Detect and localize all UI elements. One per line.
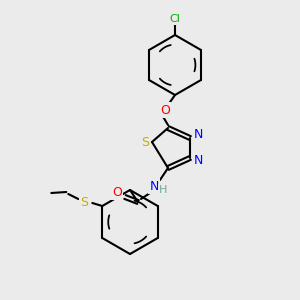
Text: O: O <box>112 185 122 199</box>
Text: N: N <box>193 154 203 166</box>
Text: N: N <box>193 128 203 142</box>
Text: S: S <box>141 136 149 148</box>
Text: Cl: Cl <box>169 14 180 24</box>
Text: N: N <box>149 179 159 193</box>
Text: S: S <box>80 196 88 208</box>
Text: H: H <box>159 185 167 195</box>
Text: O: O <box>160 103 170 116</box>
